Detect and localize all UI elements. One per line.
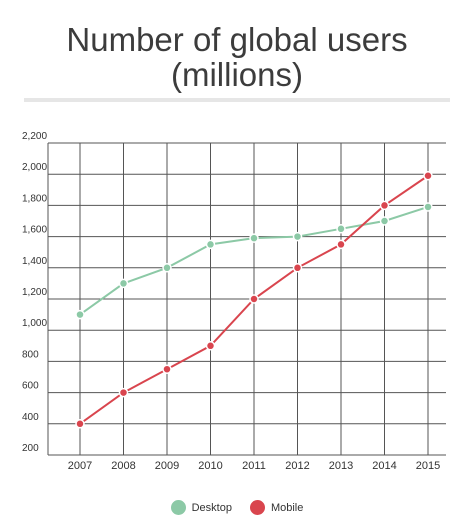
x-tick-label: 2013 xyxy=(329,460,353,472)
x-tick-label: 2014 xyxy=(372,460,396,472)
chart-title-line-1: Number of global users xyxy=(66,21,408,58)
data-point-desktop xyxy=(75,309,85,320)
data-point-desktop xyxy=(292,231,303,242)
data-point-desktop xyxy=(379,216,390,226)
x-tick-label: 2010 xyxy=(198,460,222,472)
y-tick-label: 2,000 xyxy=(22,162,47,173)
data-point-mobile xyxy=(162,364,172,374)
legend-item-mobile: Mobile xyxy=(249,500,304,515)
chart-title-line-2: (millions) xyxy=(171,56,303,93)
y-tick-label: 800 xyxy=(22,349,39,360)
legend: Desktop Mobile xyxy=(0,500,474,515)
data-point-desktop xyxy=(336,224,346,234)
data-point-mobile xyxy=(118,387,129,398)
chart-title: Number of global users (millions) xyxy=(0,22,474,92)
data-point-mobile xyxy=(379,200,390,211)
y-tick-label: 1,000 xyxy=(22,318,47,329)
data-point-desktop xyxy=(118,278,129,289)
data-point-desktop xyxy=(249,233,259,243)
data-point-desktop xyxy=(423,202,433,212)
data-point-mobile xyxy=(423,171,433,181)
legend-swatch-mobile xyxy=(249,500,265,515)
x-tick-label: 2007 xyxy=(68,460,92,472)
data-point-desktop xyxy=(162,263,172,273)
x-tick-label: 2011 xyxy=(242,460,266,472)
x-tick-label: 2009 xyxy=(155,460,179,472)
data-point-mobile xyxy=(75,419,85,429)
data-point-desktop xyxy=(205,239,216,250)
y-tick-label: 200 xyxy=(22,443,39,454)
legend-swatch-desktop xyxy=(170,500,186,515)
title-divider xyxy=(24,98,450,102)
legend-label-desktop: Desktop xyxy=(191,501,232,514)
legend-label-mobile: Mobile xyxy=(270,501,304,514)
x-tick-label: 2015 xyxy=(416,460,440,472)
data-point-mobile xyxy=(336,239,346,250)
x-tick-label: 2012 xyxy=(285,460,309,472)
y-tick-label: 1,600 xyxy=(22,225,47,236)
x-tick-label: 2008 xyxy=(111,460,135,472)
y-tick-label: 2,200 xyxy=(22,131,47,142)
data-point-mobile xyxy=(292,263,303,273)
y-tick-label: 1,800 xyxy=(22,193,47,204)
y-tick-label: 1,200 xyxy=(22,287,47,298)
legend-item-desktop: Desktop xyxy=(170,500,232,515)
data-point-mobile xyxy=(249,294,259,304)
y-tick-label: 1,400 xyxy=(22,256,47,267)
y-tick-label: 400 xyxy=(22,412,39,423)
y-tick-label: 600 xyxy=(22,381,39,392)
data-point-mobile xyxy=(205,341,216,351)
